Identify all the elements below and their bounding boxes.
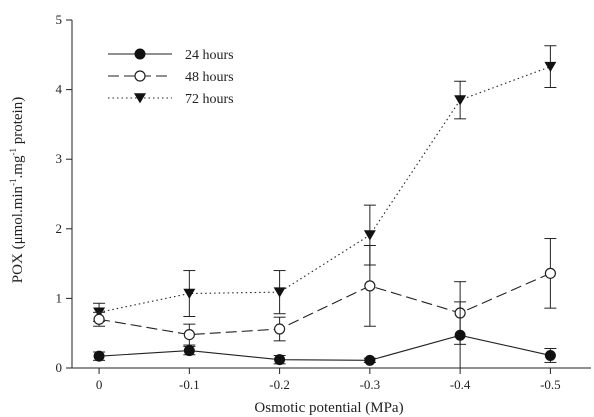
y-tick-label: 4 — [56, 82, 63, 97]
data-point — [454, 95, 467, 106]
y-axis-title-suffix: protein) — [10, 97, 26, 148]
x-tick-label: -0.5 — [540, 377, 561, 392]
data-point — [93, 350, 105, 362]
legend-label: 24 hours — [185, 48, 234, 63]
data-point — [183, 328, 195, 341]
data-point — [364, 354, 376, 366]
legend-label: 72 hours — [185, 92, 234, 107]
x-tick-label: -0.4 — [450, 377, 471, 392]
y-axis-title-sup2: -1 — [8, 148, 18, 156]
legend-marker — [134, 70, 146, 82]
legend-item: 48 hours — [108, 70, 234, 85]
data-point — [274, 354, 286, 366]
data-point — [93, 313, 105, 325]
y-axis-title-prefix: POX (μmol.min — [10, 185, 26, 283]
y-tick-label: 1 — [56, 290, 63, 305]
data-point — [544, 61, 557, 73]
legend-label: 48 hours — [185, 70, 234, 85]
legend-marker — [134, 93, 146, 104]
series-line — [98, 272, 551, 336]
legend-item: 72 hours — [108, 92, 234, 107]
legend-marker — [134, 48, 146, 60]
series-layer — [93, 45, 557, 369]
x-tick-label: -0.1 — [179, 377, 200, 392]
x-tick-label: 0 — [96, 377, 103, 392]
y-tick-label: 5 — [56, 12, 63, 27]
data-point — [544, 267, 556, 279]
series-2 — [93, 238, 557, 346]
data-point — [454, 329, 466, 341]
y-tick-label: 0 — [56, 360, 63, 375]
y-axis-title-sup1: -1 — [8, 178, 18, 186]
series-line — [98, 66, 551, 313]
x-axis-title: Osmotic potential (MPa) — [254, 400, 403, 416]
data-point — [273, 287, 286, 298]
y-tick-label: 3 — [56, 151, 63, 166]
data-point — [183, 345, 195, 357]
y-axis-title: POX (μmol.min-1.mg-1 protein) — [8, 97, 26, 283]
y-tick-label: 2 — [56, 221, 63, 236]
axes: 0 1 2 3 4 5 0 -0.1 -0.2 -0.3 -0.4 -0.5 — [56, 12, 591, 392]
y-axis-title-middle: .mg — [10, 155, 26, 178]
data-point — [364, 280, 376, 292]
data-point — [363, 230, 376, 241]
data-point — [274, 323, 286, 335]
series-line — [99, 334, 551, 361]
data-point — [544, 349, 556, 361]
x-tick-label: -0.3 — [360, 377, 381, 392]
legend: 24 hours 48 hours 72 hours — [108, 48, 234, 107]
series-3 — [93, 45, 557, 322]
series-1 — [93, 301, 557, 369]
data-point — [183, 288, 196, 299]
x-tick-label: -0.2 — [269, 377, 290, 392]
legend-item: 24 hours — [108, 48, 234, 63]
